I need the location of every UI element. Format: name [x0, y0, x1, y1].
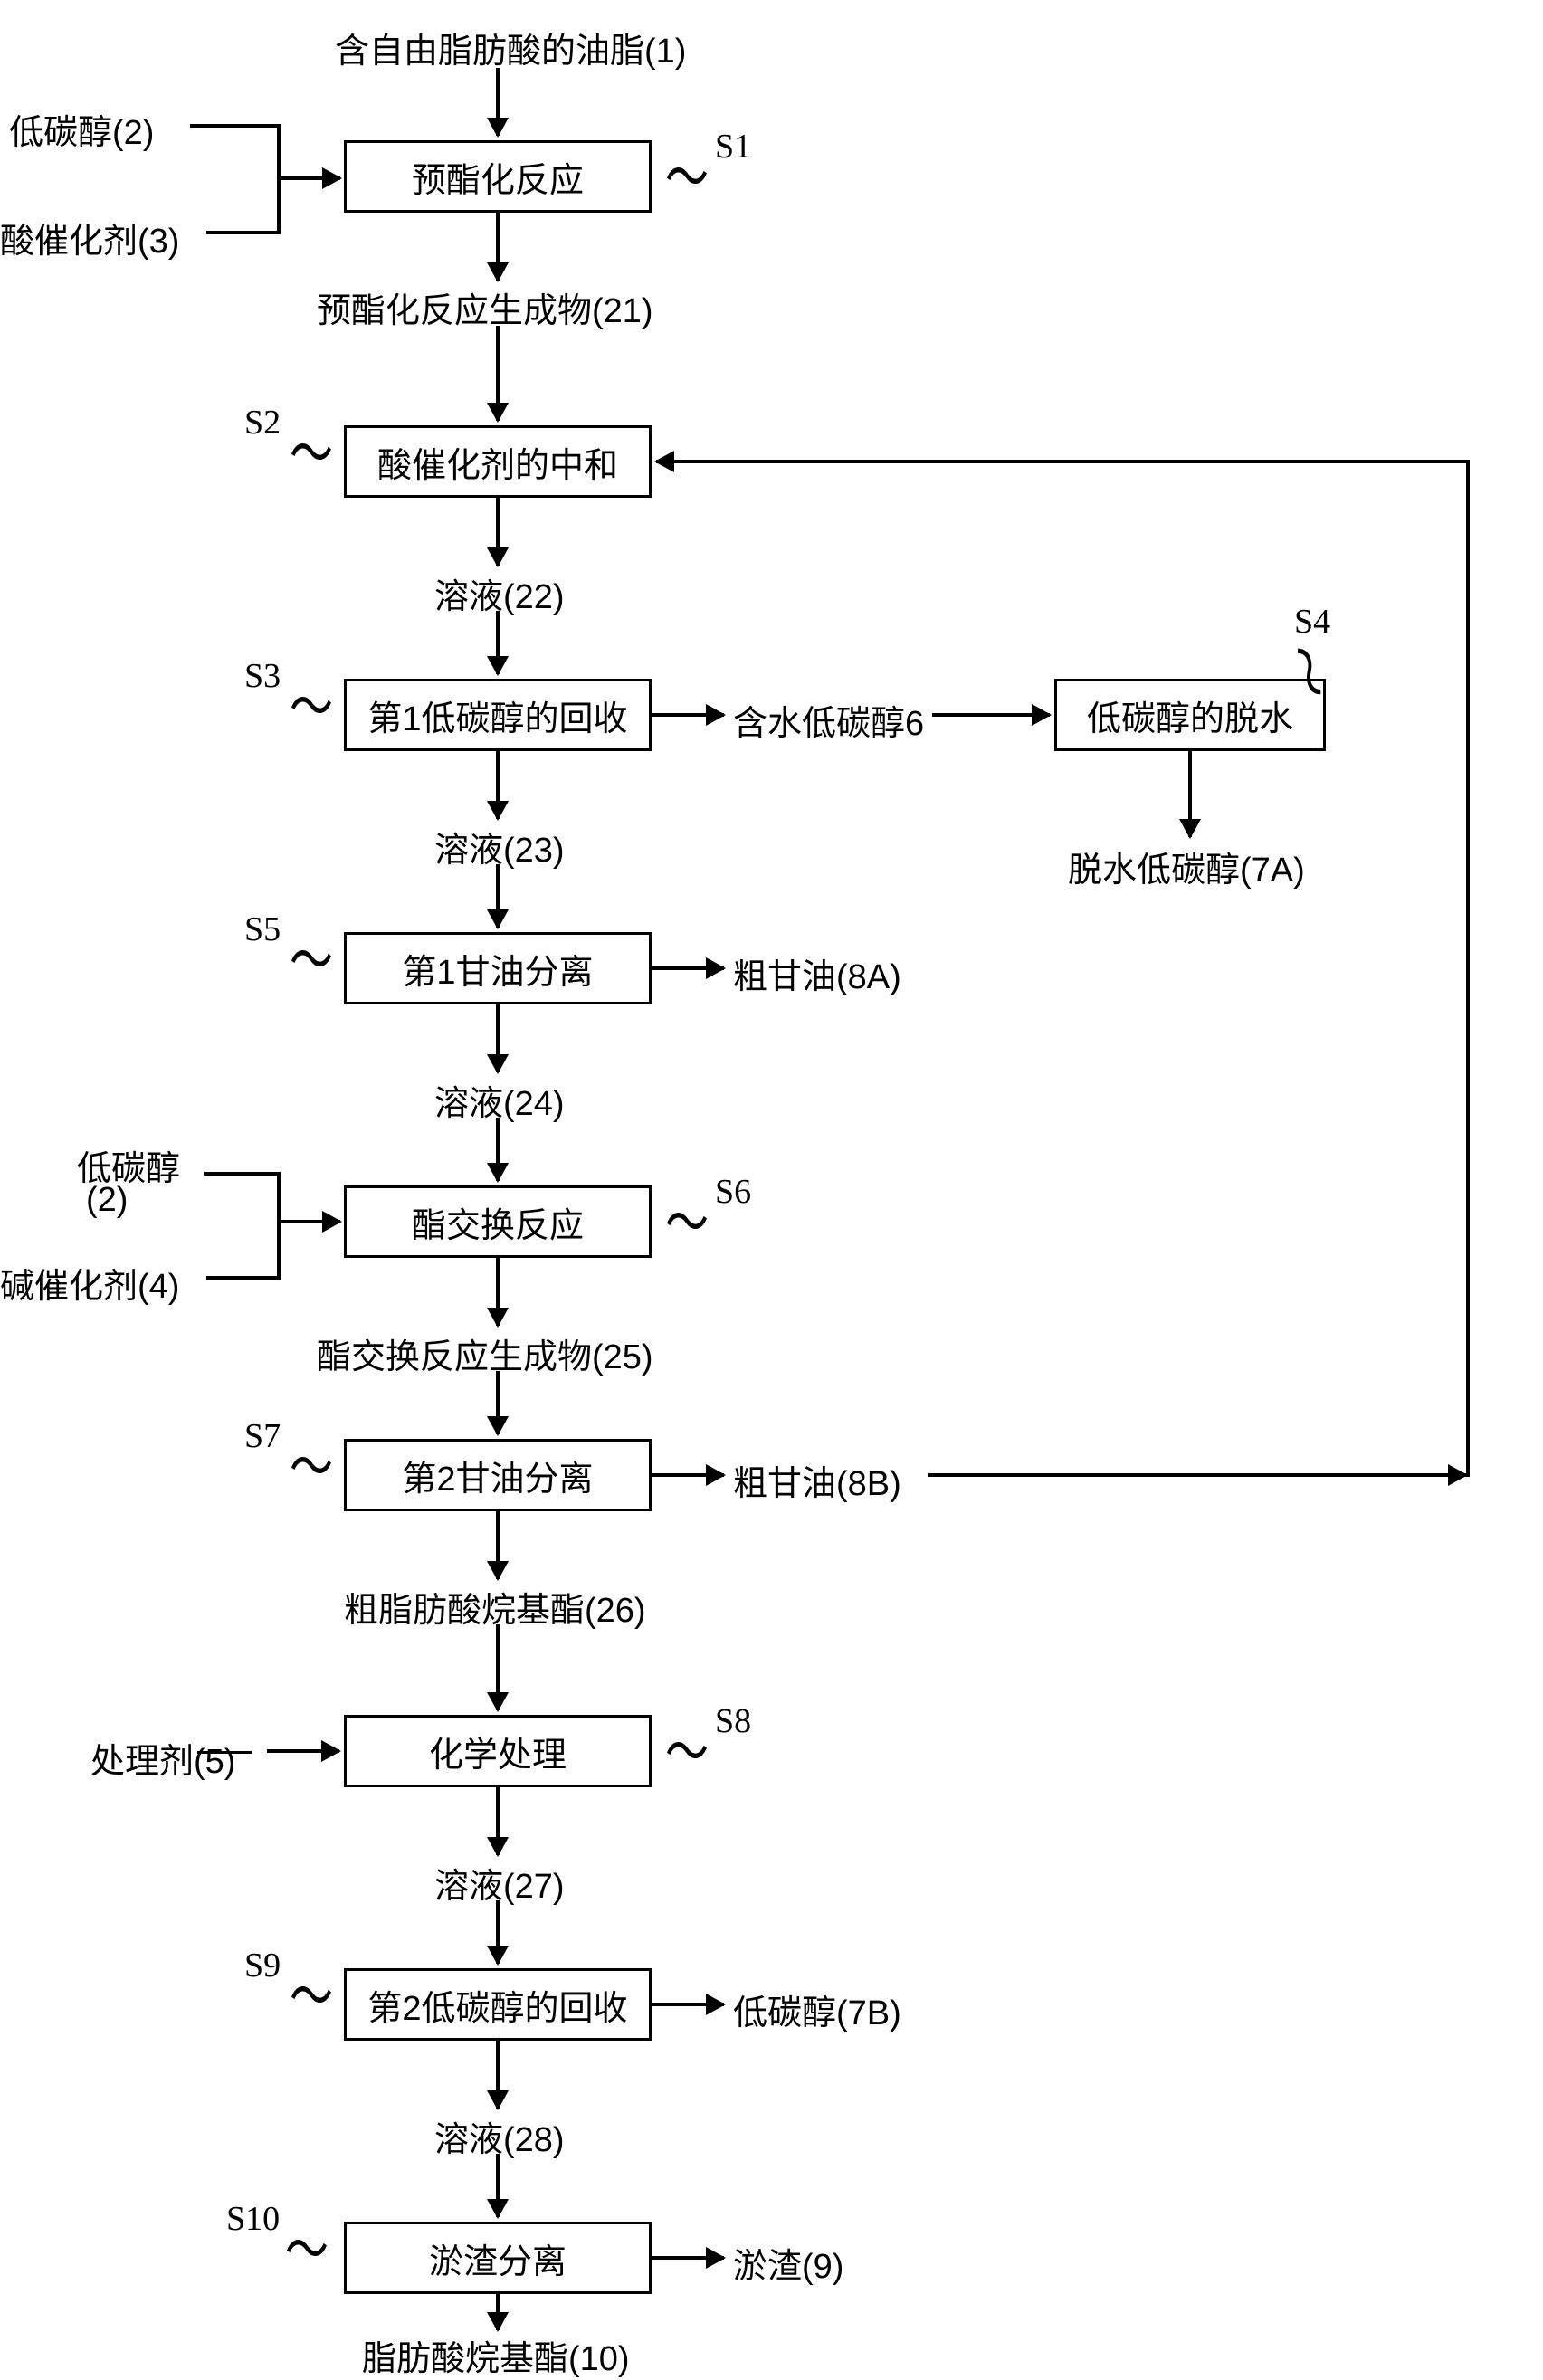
step-s4-label: 低碳醇的脱水	[1087, 690, 1293, 740]
arrow	[496, 1787, 500, 1855]
input-treat5: 处理剂(5)	[90, 1733, 235, 1783]
step-s10-label: 淤渣分离	[429, 2233, 567, 2283]
arrow	[496, 1118, 500, 1181]
output-hyd6: 含水低碳醇6	[733, 695, 924, 745]
interm-21: 预酯化反应生成物(21)	[317, 282, 653, 332]
arrow	[496, 213, 500, 281]
line	[206, 1276, 281, 1280]
arrow	[496, 1258, 500, 1326]
curve: 〜	[665, 1702, 709, 1791]
tag-s7: S7	[244, 1416, 281, 1456]
step-s7-label: 第2甘油分离	[402, 1451, 593, 1500]
interm-25: 酯交换反应生成物(25)	[317, 1328, 653, 1378]
arrow	[652, 2003, 724, 2006]
arrow	[277, 176, 340, 180]
arrow	[652, 1473, 724, 1477]
arrow	[496, 498, 500, 566]
line	[190, 124, 281, 128]
output-crude8b: 粗甘油(8B)	[733, 1455, 901, 1505]
input-acid-cat-3: 酸催化剂(3)	[0, 213, 179, 262]
step-s2-box: 酸催化剂的中和	[344, 425, 652, 498]
step-s6-label: 酯交换反应	[412, 1197, 584, 1247]
output-low7b: 低碳醇(7B)	[733, 1985, 901, 2034]
step-s7-box: 第2甘油分离	[344, 1439, 652, 1511]
curve: 〜	[665, 128, 709, 216]
line	[206, 231, 281, 234]
line	[197, 1751, 252, 1754]
step-s6-box: 酯交换反应	[344, 1185, 652, 1258]
arrow	[496, 2154, 500, 2217]
arrow	[1188, 751, 1192, 837]
curve: 〜	[285, 2200, 329, 2289]
line	[204, 1172, 281, 1176]
step-s1-box: 预酯化反应	[344, 140, 652, 213]
step-s1-label: 预酯化反应	[412, 152, 584, 202]
step-s9-box: 第2低碳醇的回收	[344, 1968, 652, 2041]
arrow	[267, 1749, 339, 1753]
curve: 〜	[290, 657, 333, 746]
output-crude8a: 粗甘油(8A)	[733, 948, 901, 998]
step-s3-box: 第1低碳醇的回收	[344, 679, 652, 751]
arrow	[496, 326, 500, 421]
tag-s5: S5	[244, 909, 281, 949]
step-s2-label: 酸催化剂的中和	[377, 437, 618, 487]
arrow	[496, 1511, 500, 1579]
curve: 〜	[290, 910, 333, 999]
arrow	[277, 1220, 340, 1223]
arrow	[496, 864, 500, 928]
curve: 〜	[290, 1417, 333, 1506]
input-low-alcohol-2: 低碳醇(2)	[9, 104, 154, 154]
step-s10-box: 淤渣分离	[344, 2222, 652, 2294]
tag-s6: S6	[715, 1172, 751, 1212]
step-s8-label: 化学处理	[429, 1727, 567, 1776]
tag-s9: S9	[244, 1946, 281, 1985]
input-base-cat-4: 碱催化剂(4)	[0, 1258, 179, 1308]
line	[277, 1172, 281, 1280]
output-dehyd7a: 脱水低碳醇(7A)	[1068, 842, 1305, 891]
arrow	[928, 1473, 1466, 1477]
line	[1466, 462, 1470, 1477]
step-s3-label: 第1低碳醇的回收	[367, 690, 627, 740]
arrow	[656, 460, 1470, 463]
step-s8-box: 化学处理	[344, 1715, 652, 1787]
tag-s10: S10	[226, 2199, 280, 2239]
arrow	[496, 1900, 500, 1964]
interm-26: 粗脂肪酸烷基酯(26)	[344, 1582, 646, 1632]
arrow	[496, 2294, 500, 2330]
arrow	[496, 751, 500, 819]
tag-s1: S1	[715, 127, 751, 167]
input-low-alcohol-2b-num: (2)	[86, 1181, 128, 1220]
arrow	[496, 1624, 500, 1710]
tag-s3: S3	[244, 656, 281, 696]
step-s9-label: 第2低碳醇的回收	[367, 1980, 627, 2030]
curve: 〜	[290, 404, 333, 492]
output-slag9: 淤渣(9)	[733, 2238, 843, 2288]
input-oil: 含自由脂肪酸的油脂(1)	[335, 23, 686, 72]
curve: 〜	[290, 1947, 333, 2035]
curve: 〜	[665, 1173, 709, 1261]
arrow	[652, 713, 724, 717]
arrow	[652, 966, 724, 970]
arrow	[932, 713, 1050, 717]
arrow	[652, 2256, 724, 2260]
arrow	[496, 2041, 500, 2109]
step-s5-label: 第1甘油分离	[402, 944, 593, 994]
arrow	[496, 1004, 500, 1072]
output-final10: 脂肪酸烷基酯(10)	[362, 2330, 630, 2380]
step-s5-box: 第1甘油分离	[344, 932, 652, 1004]
tag-s2: S2	[244, 403, 281, 443]
tag-s8: S8	[715, 1701, 751, 1741]
arrow	[496, 1371, 500, 1434]
arrow	[496, 611, 500, 674]
arrow	[496, 68, 500, 136]
